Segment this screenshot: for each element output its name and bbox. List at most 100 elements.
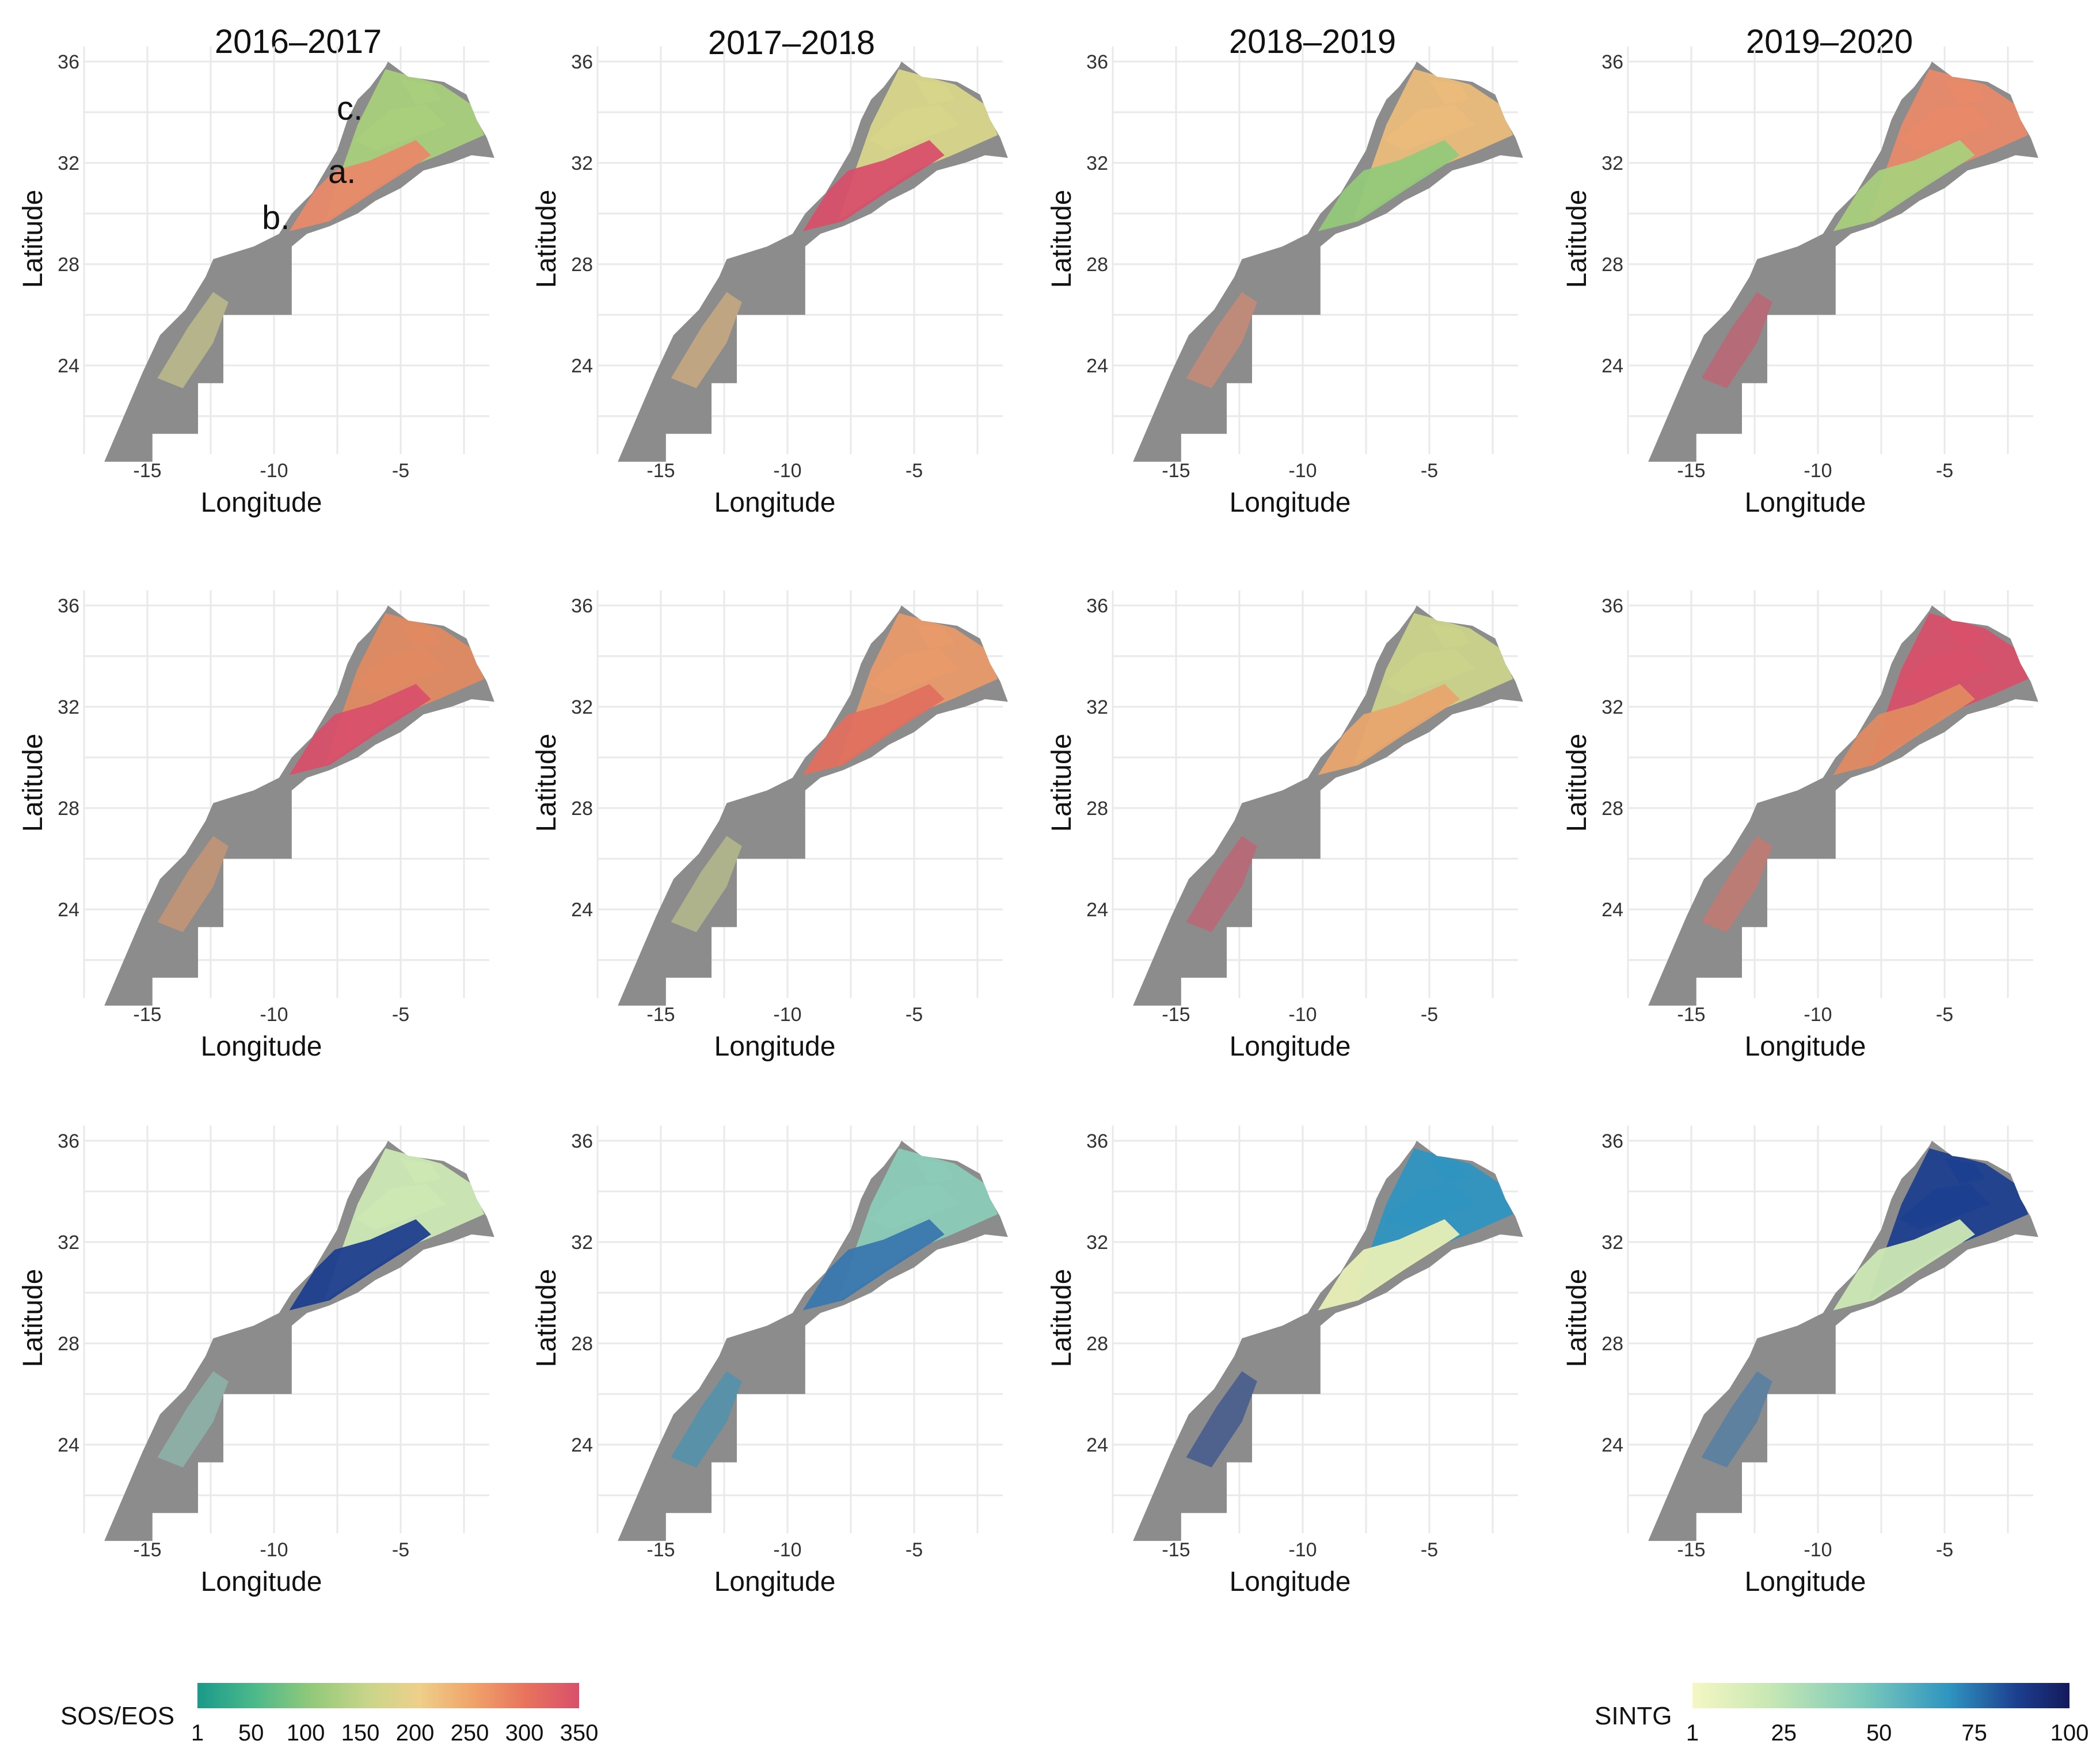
legend-sos-eos-tick: 50 [238, 1720, 264, 1746]
x-axis-title: Longitude [1230, 1031, 1351, 1062]
value-patch [289, 1219, 431, 1311]
x-tick-label: -10 [1804, 1539, 1832, 1561]
value-patch [157, 1371, 229, 1468]
value-patch [1186, 292, 1257, 389]
x-tick-label: -10 [1288, 1004, 1317, 1026]
y-axis-title: Latitude [531, 190, 562, 288]
y-tick-label: 32 [571, 1232, 593, 1254]
y-axis-title: Latitude [1047, 1269, 1077, 1368]
map-panel-r2-c2: Latitude 36 32 28 24 -15 -10 -5 Longitude [531, 590, 1008, 1062]
x-axis-title: Longitude [201, 1031, 322, 1062]
annotation-c: c. [337, 90, 363, 127]
y-tick-label: 28 [1601, 1333, 1623, 1355]
legend-sintg-tick: 50 [1866, 1720, 1892, 1746]
value-patch [802, 140, 945, 231]
annotation-b: b. [262, 199, 290, 237]
legend-sintg-colorbar [1692, 1683, 2069, 1708]
y-tick-label: 28 [571, 1333, 593, 1355]
y-tick-label: 36 [571, 595, 593, 617]
y-tick-label: 36 [571, 51, 593, 73]
map-values [1701, 1148, 2029, 1468]
x-tick-label: -10 [260, 460, 288, 482]
legend-sos-eos-tick: 350 [560, 1720, 599, 1746]
y-axis-title: Latitude [18, 734, 48, 832]
y-tick-label: 24 [1086, 1434, 1108, 1456]
y-tick-label: 24 [58, 355, 79, 377]
x-tick-label: -15 [133, 1004, 161, 1026]
map-values [157, 1148, 485, 1468]
x-tick-label: -10 [1288, 460, 1317, 482]
map-values [157, 613, 485, 932]
y-axis-title: Latitude [531, 1269, 562, 1368]
y-tick-label: 28 [58, 798, 79, 820]
value-patch [1429, 623, 1470, 649]
x-axis-title: Longitude [1745, 1567, 1866, 1597]
x-axis-title: Longitude [714, 1031, 836, 1062]
y-tick-label: 32 [571, 696, 593, 718]
value-patch [1318, 1219, 1460, 1311]
y-tick-label: 28 [1601, 798, 1623, 820]
annotation-a: a. [328, 153, 356, 191]
x-tick-label: -10 [260, 1539, 288, 1561]
x-tick-label: -15 [646, 1004, 675, 1026]
y-tick-label: 36 [1601, 51, 1623, 73]
value-patch [671, 836, 742, 932]
legend-sintg-tick: 75 [1961, 1720, 1987, 1746]
value-patch [289, 684, 431, 775]
y-tick-label: 24 [571, 355, 593, 377]
y-tick-label: 24 [58, 899, 79, 921]
x-tick-label: -15 [133, 1539, 161, 1561]
value-patch [401, 623, 442, 649]
legend-sos-eos-tick: 200 [396, 1720, 435, 1746]
y-axis-title: Latitude [1047, 734, 1077, 832]
x-tick-label: -10 [1804, 460, 1832, 482]
value-patch [868, 104, 960, 150]
map-values [671, 613, 998, 932]
map-panel-r2-c1: Latitude 36 32 28 24 -15 -10 -5 Longitude [18, 590, 494, 1062]
y-tick-label: 36 [1601, 595, 1623, 617]
x-tick-label: -15 [1162, 460, 1190, 482]
legend-sos-eos-colorbar [197, 1683, 579, 1708]
value-patch [1701, 292, 1772, 389]
value-patch [1945, 623, 1985, 649]
y-tick-label: 24 [571, 899, 593, 921]
value-patch [802, 1219, 945, 1311]
x-tick-label: -10 [773, 1539, 801, 1561]
value-patch [1383, 648, 1475, 694]
x-tick-label: -5 [1936, 1539, 1953, 1561]
value-patch [355, 1183, 447, 1229]
value-patch [671, 1371, 742, 1468]
x-tick-label: -15 [1677, 1539, 1705, 1561]
column-title-1: 2016–2017 [215, 23, 382, 60]
value-patch [401, 79, 442, 105]
y-tick-label: 32 [1086, 1232, 1108, 1254]
map-panel-r3-c4: Latitude 36 32 28 24 -15 -10 -5 Longitude [1562, 1125, 2038, 1597]
value-patch [914, 79, 955, 105]
x-tick-label: -5 [906, 1539, 923, 1561]
y-tick-label: 36 [58, 51, 79, 73]
y-tick-label: 24 [1601, 1434, 1623, 1456]
map-panel-r1-c2: Latitude 36 32 28 24 -15 -10 -5 Longitude [531, 46, 1008, 518]
x-axis-title: Longitude [1230, 487, 1351, 518]
x-tick-label: -5 [1936, 460, 1953, 482]
y-tick-label: 24 [1601, 899, 1623, 921]
legend-sintg: SINTG 1 25 50 75 100 [1595, 1683, 2088, 1746]
y-tick-label: 28 [571, 798, 593, 820]
y-tick-label: 28 [571, 254, 593, 276]
map-values [671, 69, 998, 389]
legend-sintg-tick: 25 [1771, 1720, 1797, 1746]
value-patch [1899, 648, 1991, 694]
y-tick-label: 36 [571, 1130, 593, 1152]
y-tick-label: 32 [1601, 153, 1623, 174]
legend-sos-eos-tick: 1 [191, 1720, 204, 1746]
x-tick-label: -10 [1288, 1539, 1317, 1561]
x-axis-title: Longitude [714, 487, 836, 518]
legend-sos-eos-tick: 300 [505, 1720, 544, 1746]
value-patch [1945, 1158, 1985, 1184]
map-panel-r1-c3: Latitude 36 32 28 24 -15 -10 -5 Longitude [1047, 46, 1523, 518]
value-patch [157, 292, 229, 389]
x-tick-label: -15 [1677, 1004, 1705, 1026]
y-tick-label: 32 [1601, 696, 1623, 718]
y-tick-label: 28 [1086, 798, 1108, 820]
x-tick-label: -15 [1162, 1004, 1190, 1026]
